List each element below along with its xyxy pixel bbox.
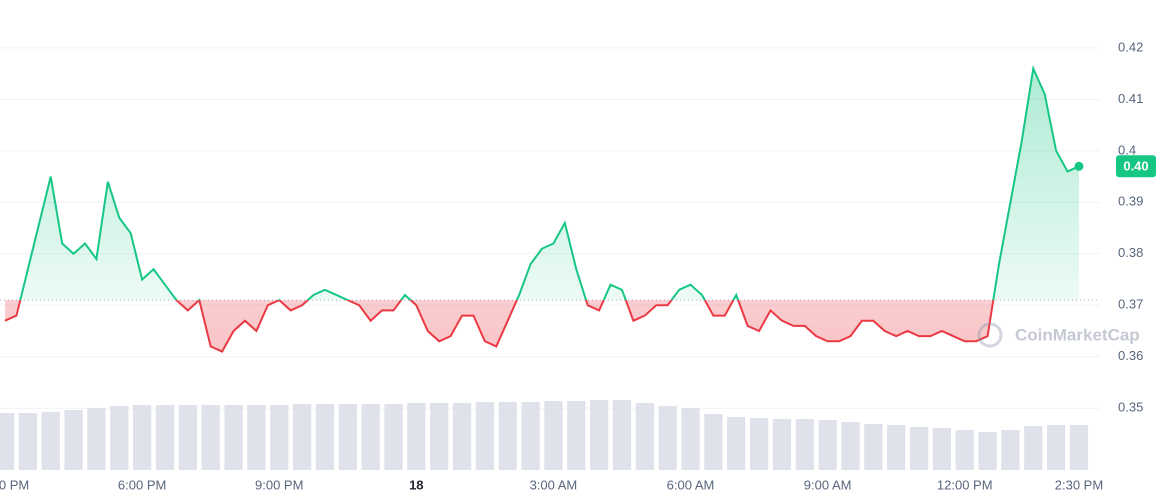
y-tick-label: 0.39 [1118, 194, 1143, 209]
volume-bar [612, 400, 632, 470]
price-tag-label: 0.40 [1123, 159, 1148, 174]
volume-bar [772, 419, 792, 470]
volume-bar [110, 406, 129, 470]
volume-bar [475, 402, 495, 470]
volume-bar [795, 419, 814, 470]
last-point [1074, 161, 1084, 171]
volume-bar [407, 403, 426, 470]
volume-bar [18, 413, 38, 470]
x-tick-label: 6:00 PM [118, 477, 166, 492]
volume-bar [315, 404, 335, 470]
volume-bar [41, 412, 60, 470]
volume-bar [1024, 426, 1043, 470]
volume-bar [681, 408, 700, 470]
volume-bar [589, 400, 609, 470]
volume-bar [704, 414, 723, 470]
volume-bar [909, 427, 929, 470]
x-tick-label: 9:00 PM [255, 477, 303, 492]
volume-bar [658, 406, 677, 470]
volume-bar [544, 401, 563, 470]
volume-bar [64, 410, 83, 470]
y-tick-label: 0.38 [1118, 245, 1143, 260]
volume-bar [978, 432, 997, 470]
volume-bar [247, 405, 266, 470]
volume-bar [430, 403, 449, 470]
volume-bar [384, 404, 403, 470]
y-tick-label: 0.37 [1118, 297, 1143, 312]
y-tick-label: 0.42 [1118, 39, 1143, 54]
volume-bar [521, 402, 540, 470]
x-tick-label: 12:00 PM [937, 477, 993, 492]
volume-bar [1001, 430, 1020, 470]
volume-bar [498, 402, 517, 470]
volume-bar [727, 417, 746, 470]
volume-bar [749, 418, 769, 470]
y-tick-label: 0.35 [1118, 400, 1143, 415]
x-tick-label: 9:00 AM [804, 477, 852, 492]
volume-bar [224, 405, 243, 470]
area-above [5, 68, 1079, 301]
price-line [19, 64, 1080, 301]
x-tick-label: 3:00 AM [530, 477, 578, 492]
y-tick-label: 0.41 [1118, 91, 1143, 106]
volume-bar [887, 425, 906, 470]
price-line-below [4, 300, 995, 353]
area-below [5, 300, 994, 352]
volume-bar [87, 408, 106, 470]
x-tick-label: 3:00 PM [0, 477, 29, 492]
volume-bar [270, 405, 289, 470]
y-tick-label: 0.36 [1118, 348, 1143, 363]
volume-bar [1069, 425, 1089, 470]
volume-bar [155, 405, 175, 470]
volume-bar [567, 401, 586, 470]
volume-bar [841, 422, 860, 470]
volume-bar [201, 405, 220, 470]
volume-bar [178, 405, 197, 470]
volume-bar [0, 413, 15, 470]
volume-bar [361, 404, 380, 470]
volume-bar [955, 430, 974, 470]
y-tick-label: 0.4 [1118, 142, 1136, 157]
price-tag [1116, 155, 1156, 178]
watermark: CoinMarketCap [1015, 325, 1140, 344]
volume-bar [818, 420, 837, 470]
x-tick-label: 18 [409, 477, 423, 492]
volume-bar [292, 404, 312, 470]
volume-bar [338, 404, 357, 470]
x-tick-label: 6:00 AM [667, 477, 715, 492]
volume-bar [635, 403, 654, 470]
volume-bar [452, 403, 472, 470]
watermark-logo [977, 322, 1003, 348]
x-tick-label: 2:30 PM [1055, 477, 1103, 492]
volume-bar [932, 428, 952, 470]
volume-bar [132, 405, 152, 470]
volume-bar [864, 424, 883, 470]
volume-bar [1046, 425, 1066, 470]
